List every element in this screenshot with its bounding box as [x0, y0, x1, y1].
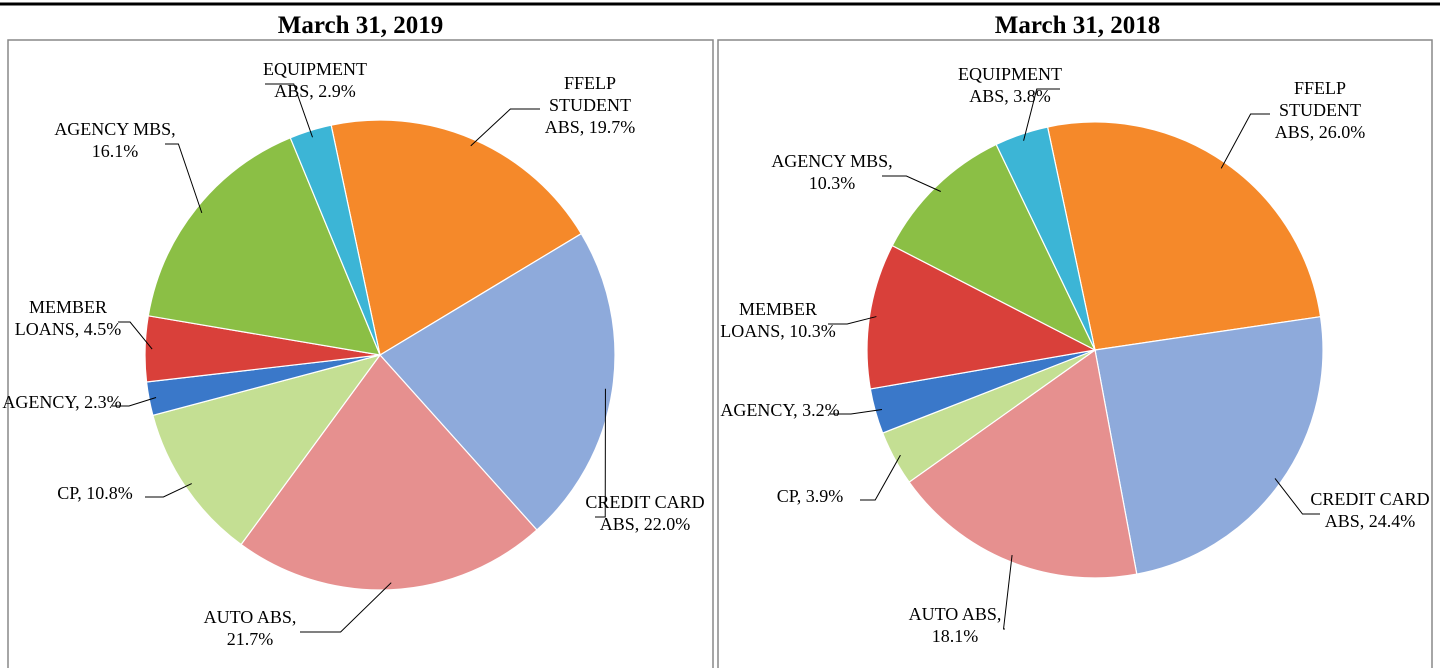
category-label: FFELP STUDENT ABS,	[544, 73, 631, 137]
category-label: CP,	[57, 483, 82, 503]
value-label: 2.3%	[84, 392, 122, 412]
value-label: 26.0%	[1318, 122, 1366, 142]
value-label: 4.5%	[83, 319, 122, 339]
leader-line	[265, 83, 313, 138]
category-label: AGENCY MBS,	[771, 151, 893, 171]
leader-line	[595, 388, 606, 518]
data-label: AGENCY MBS, 10.3%	[770, 150, 894, 194]
pie-slice	[908, 348, 1138, 579]
leader-line	[828, 316, 877, 325]
leader-line	[860, 454, 901, 501]
category-label: MEMBER LOANS,	[14, 297, 107, 339]
value-label: 10.3%	[789, 321, 836, 341]
data-label: CREDIT CARD ABS, 24.4%	[1308, 488, 1432, 532]
category-label: AGENCY,	[2, 392, 80, 412]
data-label: EQUIPMENT ABS, 3.8%	[948, 63, 1072, 107]
value-label: 24.4%	[1368, 511, 1416, 531]
category-label: AUTO ABS,	[203, 607, 297, 627]
pie-slice	[152, 353, 382, 546]
chart-title: March 31, 2019	[277, 12, 444, 39]
pie-slice	[1046, 121, 1322, 351]
value-label: 2.9%	[318, 81, 356, 101]
value-label: 10.8%	[86, 483, 133, 503]
leader-line	[830, 408, 883, 415]
leader-line	[112, 397, 157, 407]
category-label: CREDIT CARD ABS,	[585, 492, 705, 534]
leader-line	[1220, 113, 1270, 169]
value-label: 16.1%	[91, 141, 139, 161]
pie-slice	[240, 354, 538, 591]
category-label: CREDIT CARD ABS,	[1310, 489, 1430, 531]
leader-line	[1274, 478, 1320, 515]
pie-slice	[379, 232, 616, 531]
leader-line	[300, 582, 392, 633]
pie-slice	[330, 119, 583, 356]
data-label: MEMBER LOANS, 10.3%	[716, 298, 840, 342]
data-label: AGENCY, 2.3%	[0, 391, 124, 413]
value-label: 18.1%	[931, 626, 979, 646]
left-frame	[7, 39, 714, 668]
data-label: AUTO ABS, 21.7%	[188, 606, 312, 650]
category-label: CP,	[776, 486, 802, 506]
category-label: AUTO ABS,	[908, 604, 1002, 624]
data-label: MEMBER LOANS, 4.5%	[6, 296, 130, 340]
pie-slice	[1094, 316, 1324, 575]
chart-title: March 31, 2018	[994, 12, 1161, 39]
leader-line	[470, 108, 540, 147]
value-label: 21.7%	[226, 629, 274, 649]
category-label: AGENCY MBS,	[54, 119, 176, 139]
data-label: CP, 10.8%	[33, 482, 157, 504]
value-label: 10.3%	[808, 173, 856, 193]
leader-line	[882, 175, 941, 192]
pie-slice	[147, 137, 381, 356]
leader-line	[165, 143, 203, 214]
value-label: 3.8%	[1013, 86, 1051, 106]
data-label: EQUIPMENT ABS, 2.9%	[253, 58, 377, 102]
data-label: CREDIT CARD ABS, 22.0%	[583, 491, 707, 535]
data-label: FFELP STUDENT ABS, 26.0%	[1258, 77, 1382, 143]
category-label: AGENCY,	[720, 400, 798, 420]
category-label: EQUIPMENT ABS,	[958, 64, 1062, 106]
category-label: EQUIPMENT ABS,	[263, 59, 367, 101]
data-label: FFELP STUDENT ABS, 19.7%	[528, 72, 652, 138]
data-label: AGENCY MBS, 16.1%	[53, 118, 177, 162]
data-label: AUTO ABS, 18.1%	[893, 603, 1017, 647]
leader-line	[118, 321, 153, 350]
pie-slice	[995, 126, 1096, 351]
leader-line	[145, 483, 192, 498]
value-label: 22.0%	[643, 514, 691, 534]
data-label: AGENCY, 3.2%	[718, 399, 842, 421]
category-label: MEMBER LOANS,	[720, 299, 817, 341]
data-label: CP, 3.9%	[748, 485, 872, 507]
value-label: 19.7%	[588, 117, 636, 137]
leader-line	[1023, 88, 1060, 141]
pie-slice	[891, 143, 1097, 352]
category-label: FFELP STUDENT ABS,	[1274, 78, 1361, 142]
leader-line	[1002, 554, 1013, 630]
pie-slice	[866, 244, 1097, 390]
right-frame	[717, 39, 1433, 668]
value-label: 3.9%	[805, 486, 844, 506]
value-label: 3.2%	[802, 400, 840, 420]
